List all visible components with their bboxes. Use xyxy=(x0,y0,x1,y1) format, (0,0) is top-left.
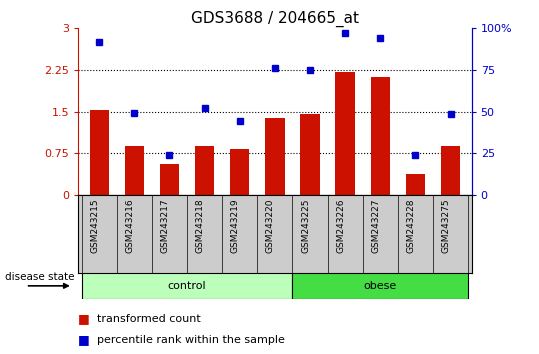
Text: GSM243225: GSM243225 xyxy=(301,199,310,253)
Bar xyxy=(293,273,468,299)
Bar xyxy=(230,149,250,195)
Text: GSM243215: GSM243215 xyxy=(90,199,99,253)
Text: GSM243227: GSM243227 xyxy=(371,199,381,253)
Text: disease state: disease state xyxy=(5,272,75,282)
Text: obese: obese xyxy=(364,281,397,291)
Bar xyxy=(300,114,320,195)
Bar xyxy=(125,146,144,195)
Bar xyxy=(371,77,390,195)
Bar xyxy=(265,118,285,195)
Bar xyxy=(406,173,425,195)
Text: percentile rank within the sample: percentile rank within the sample xyxy=(97,335,285,345)
Bar xyxy=(89,110,109,195)
Bar xyxy=(335,72,355,195)
Text: transformed count: transformed count xyxy=(97,314,201,324)
Title: GDS3688 / 204665_at: GDS3688 / 204665_at xyxy=(191,11,359,27)
Text: GSM243219: GSM243219 xyxy=(231,199,240,253)
Bar xyxy=(160,164,179,195)
Bar xyxy=(195,146,215,195)
Bar xyxy=(82,273,293,299)
Text: GSM243275: GSM243275 xyxy=(441,199,451,253)
Text: GSM243217: GSM243217 xyxy=(161,199,169,253)
Text: ■: ■ xyxy=(78,312,90,325)
Text: GSM243216: GSM243216 xyxy=(126,199,134,253)
Text: control: control xyxy=(168,281,206,291)
Text: ■: ■ xyxy=(78,333,90,346)
Text: GSM243220: GSM243220 xyxy=(266,199,275,253)
Text: GSM243218: GSM243218 xyxy=(196,199,205,253)
Bar xyxy=(441,146,460,195)
Text: GSM243226: GSM243226 xyxy=(336,199,345,253)
Text: GSM243228: GSM243228 xyxy=(406,199,416,253)
